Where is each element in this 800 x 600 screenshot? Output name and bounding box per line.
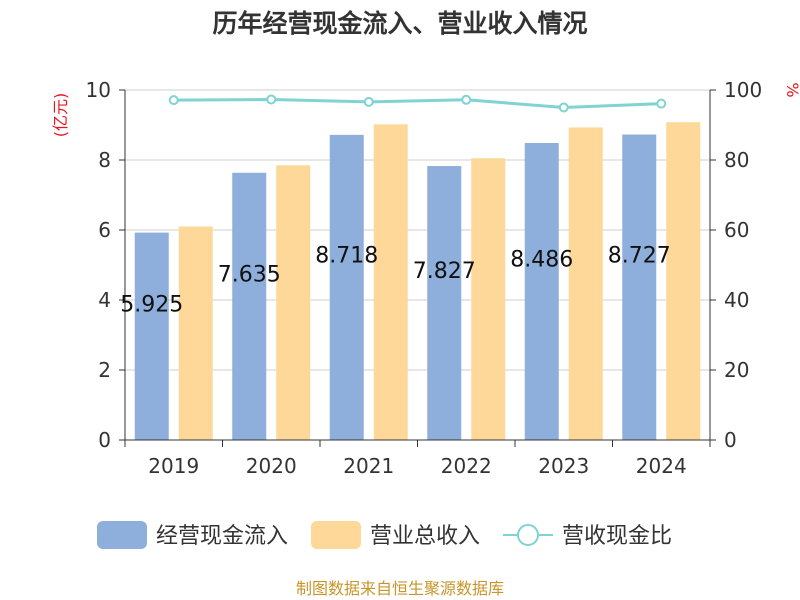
legend-label: 经营现金流入 (156, 524, 288, 549)
legend-label: 营收现金比 (562, 524, 672, 549)
ratio-point (363, 96, 374, 107)
legend-marker (517, 524, 539, 546)
bar-value-label: 8.486 (510, 247, 573, 272)
legend-swatch (97, 521, 147, 549)
source-note: 制图数据来自恒生聚源数据库 (296, 579, 504, 598)
right-axis-unit: % (783, 82, 800, 97)
bar-revenue (568, 127, 603, 440)
bar-revenue (276, 165, 311, 440)
bar-revenue (373, 124, 408, 441)
left-axis-unit: (亿元) (51, 93, 70, 138)
y-right-tick-label: 40 (724, 288, 749, 312)
y-right-tick-label: 0 (724, 428, 737, 452)
ratio-point (266, 94, 277, 105)
y-left-tick-label: 0 (98, 428, 111, 452)
bar-cash-inflow (622, 134, 657, 440)
x-tick-label: 2024 (636, 454, 687, 478)
y-left-tick-label: 2 (98, 358, 111, 382)
legend-swatch (311, 521, 361, 549)
bar-revenue (471, 158, 506, 440)
bar-revenue (666, 122, 701, 440)
legend: 经营现金流入 营业总收入 营收现金比 (97, 521, 672, 549)
ratio-point (461, 94, 472, 105)
y-left-tick-label: 8 (98, 148, 111, 172)
bar-cash-inflow (134, 232, 169, 440)
x-tick-label: 2020 (246, 454, 297, 478)
legend-label: 营业总收入 (370, 524, 480, 549)
ratio-line (168, 94, 667, 113)
y-right-tick-label: 60 (724, 218, 749, 242)
ratio-line-path (173, 97, 662, 110)
y-right-tick-label: 20 (724, 358, 749, 382)
y-right-tick-label: 100 (724, 78, 762, 102)
bars (134, 122, 701, 441)
bar-value-label: 7.635 (218, 262, 281, 287)
bar-value-label: 8.718 (315, 243, 378, 268)
x-tick-label: 2021 (343, 454, 394, 478)
bar-cash-inflow (232, 172, 267, 440)
bar-value-label: 5.925 (120, 292, 183, 317)
y-left-tick-label: 10 (86, 78, 111, 102)
axes: 0 0 2 20 4 40 6 60 8 80 10 100 2019 2020 2021 2022 2023 2… (86, 78, 763, 478)
y-left-tick-label: 4 (98, 288, 111, 312)
gridlines (125, 89, 710, 371)
x-tick-label: 2023 (538, 454, 589, 478)
x-tick-label: 2019 (148, 454, 199, 478)
y-left-tick-label: 6 (98, 218, 111, 242)
bar-cash-inflow (524, 142, 559, 441)
chart-title: 历年经营现金流入、营业收入情况 (212, 9, 587, 38)
ratio-point (558, 102, 569, 113)
bar-cash-inflow (427, 166, 462, 440)
ratio-point (168, 95, 179, 106)
bar-value-label: 8.727 (608, 243, 671, 268)
bar-revenue (178, 226, 213, 440)
ratio-point (656, 98, 667, 109)
bar-value-label: 7.827 (413, 259, 476, 284)
bar-cash-inflow (329, 134, 364, 440)
x-tick-label: 2022 (441, 454, 492, 478)
y-right-tick-label: 80 (724, 148, 749, 172)
data-labels: 5.925 7.635 8.718 7.827 8.486 8.727 (120, 243, 670, 317)
